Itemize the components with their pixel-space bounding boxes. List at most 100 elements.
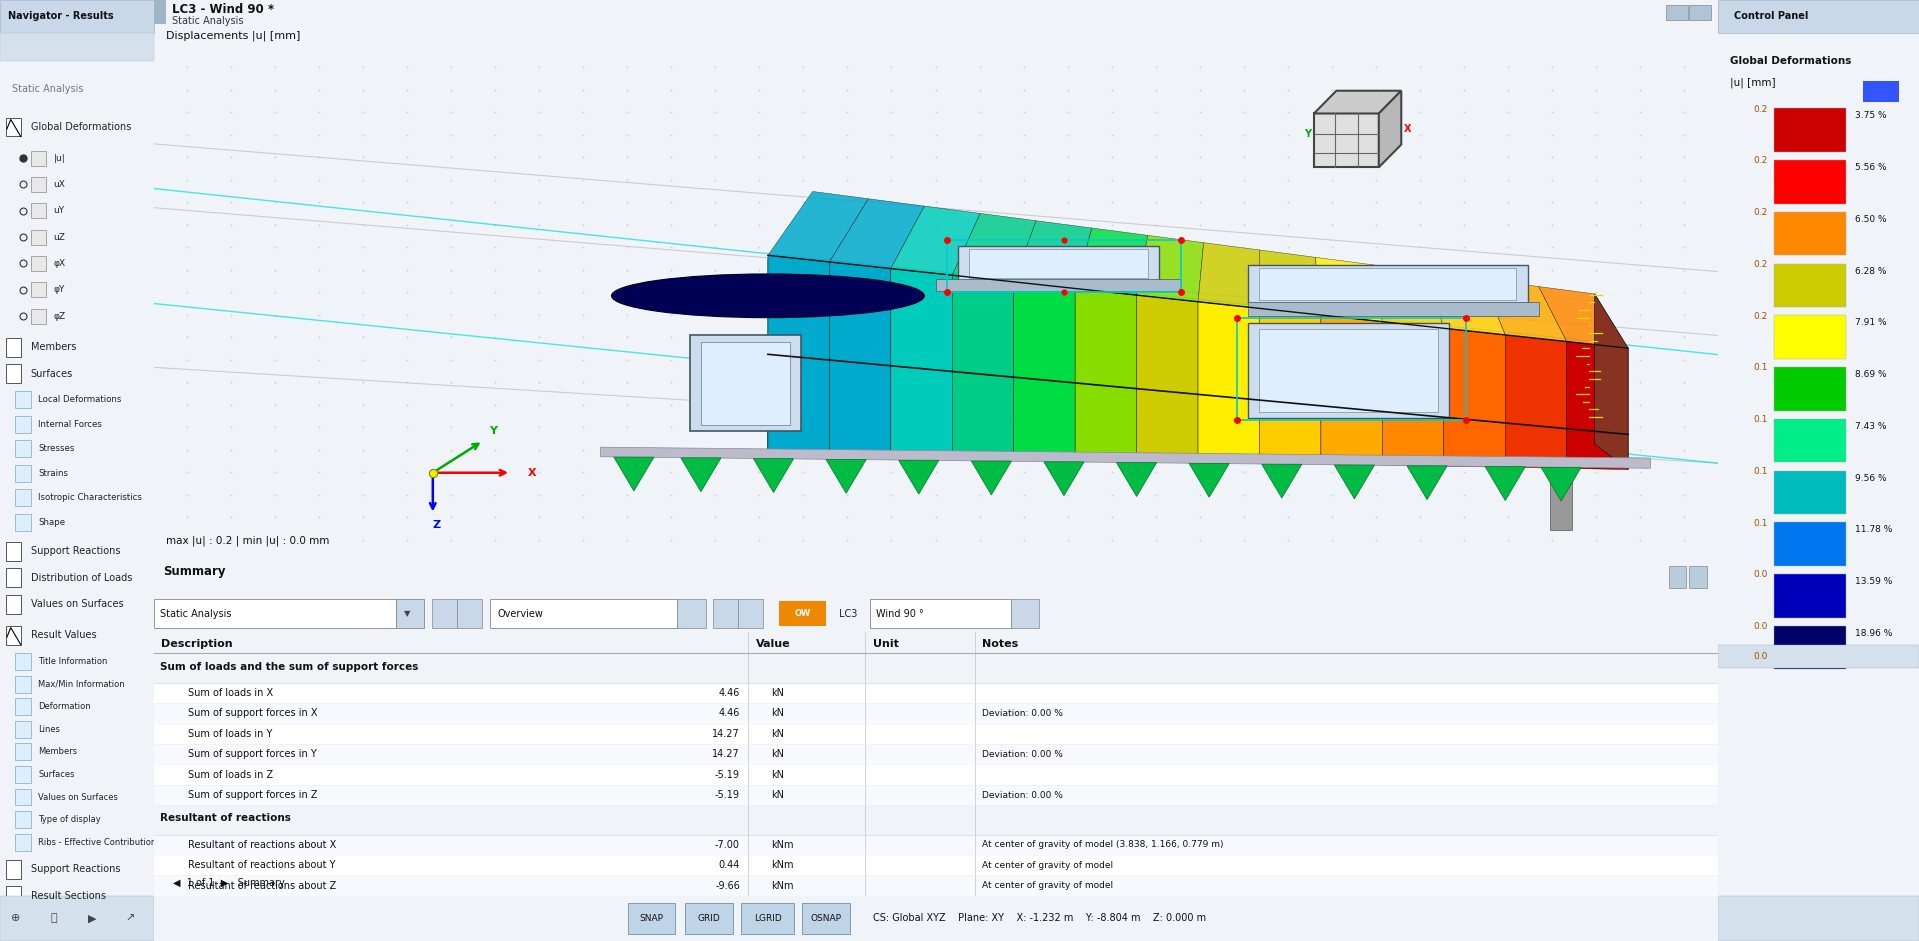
Polygon shape [1334, 465, 1374, 499]
Bar [1773, 419, 1846, 462]
Text: Values on Surfaces: Values on Surfaces [38, 792, 119, 802]
Bar [154, 632, 1718, 653]
Text: 0.1: 0.1 [1754, 467, 1767, 476]
Text: Surfaces: Surfaces [38, 770, 75, 779]
Polygon shape [904, 310, 919, 456]
Polygon shape [1595, 294, 1627, 470]
Text: -7.00: -7.00 [716, 840, 741, 850]
Text: -9.66: -9.66 [716, 881, 741, 890]
Text: CS: Global XYZ    Plane: XY    X: -1.232 m    Y: -8.804 m    Z: 0.000 m: CS: Global XYZ Plane: XY X: -1.232 m Y: … [873, 914, 1207, 923]
Polygon shape [1541, 468, 1581, 502]
Text: Summary: Summary [163, 565, 225, 578]
Polygon shape [1539, 287, 1627, 348]
Polygon shape [1428, 272, 1504, 335]
Polygon shape [971, 461, 1011, 495]
Bar [677, 599, 706, 628]
Text: Displacements |u| [mm]: Displacements |u| [mm] [167, 31, 301, 41]
Text: Control Panel: Control Panel [1733, 11, 1808, 22]
Bar [714, 599, 739, 628]
Text: kN: kN [771, 770, 785, 780]
Polygon shape [952, 275, 1013, 458]
Bar [154, 599, 395, 628]
Text: Sum of support forces in Y: Sum of support forces in Y [188, 749, 317, 759]
Text: |u| [mm]: |u| [mm] [1729, 77, 1775, 88]
Text: Global Deformations: Global Deformations [1729, 56, 1852, 66]
Bar [1315, 114, 1378, 167]
Text: Sum of loads in Y: Sum of loads in Y [188, 729, 272, 739]
Text: kN: kN [771, 729, 785, 739]
Bar [1670, 566, 1687, 587]
Text: kN: kN [771, 688, 785, 698]
Text: Unit: Unit [873, 639, 898, 649]
Bar [15, 653, 31, 670]
Bar [15, 391, 31, 408]
Text: At center of gravity of model (3.838, 1.166, 0.779 m): At center of gravity of model (3.838, 1.… [983, 840, 1224, 850]
Bar [15, 721, 31, 738]
Text: Lines: Lines [38, 725, 59, 734]
Text: 0.44: 0.44 [718, 860, 741, 870]
Text: LGRID: LGRID [754, 914, 781, 923]
Text: Navigator - Results: Navigator - Results [8, 11, 113, 22]
Text: kN: kN [771, 790, 785, 800]
Polygon shape [1566, 342, 1627, 470]
Bar [31, 256, 46, 271]
Text: Value: Value [756, 639, 791, 649]
Text: Y: Y [1305, 129, 1311, 139]
Bar [1259, 268, 1516, 300]
Text: 6.50 %: 6.50 % [1854, 215, 1886, 224]
Bar [936, 279, 1182, 291]
Text: uY: uY [54, 206, 65, 215]
Text: 18.96 %: 18.96 % [1854, 629, 1892, 638]
Polygon shape [1261, 464, 1301, 498]
Polygon shape [1013, 282, 1075, 459]
Text: 0.2: 0.2 [1754, 208, 1767, 217]
Polygon shape [1136, 295, 1197, 461]
Bar [31, 203, 46, 218]
Text: OW: OW [794, 609, 810, 618]
Bar [1773, 470, 1846, 514]
Polygon shape [1259, 309, 1320, 464]
Bar [154, 744, 1718, 764]
Bar [1718, 645, 1919, 668]
Polygon shape [1382, 322, 1443, 466]
Text: Sum of loads in X: Sum of loads in X [188, 688, 272, 698]
Bar [741, 902, 794, 934]
Polygon shape [904, 279, 919, 456]
Text: Type of display: Type of display [38, 815, 102, 824]
Text: max |u| : 0.2 | min |u| : 0.0 mm: max |u| : 0.2 | min |u| : 0.0 mm [167, 535, 330, 546]
Bar [1773, 522, 1846, 566]
Text: Global Deformations: Global Deformations [31, 122, 130, 132]
Text: 5.56 %: 5.56 % [1854, 163, 1886, 172]
Text: ◀  1 of 1  ▶   Summary: ◀ 1 of 1 ▶ Summary [173, 878, 284, 887]
Bar [15, 416, 31, 433]
Bar [969, 249, 1148, 278]
Text: kNm: kNm [771, 881, 794, 890]
Text: |u|: |u| [54, 153, 65, 163]
Text: 0.0: 0.0 [1754, 652, 1767, 662]
Polygon shape [1117, 463, 1157, 497]
Bar [154, 785, 1718, 805]
Polygon shape [829, 262, 890, 455]
Polygon shape [1372, 264, 1443, 328]
Text: 7.43 %: 7.43 % [1854, 422, 1886, 431]
Text: Ribs - Effective Contribution on Surfac...: Ribs - Effective Contribution on Surfac.… [38, 837, 207, 847]
Bar [1689, 5, 1712, 20]
Bar [1863, 81, 1900, 102]
Bar [0, 896, 154, 941]
Bar [1689, 566, 1706, 587]
Bar [15, 676, 31, 693]
Text: 8.69 %: 8.69 % [1854, 370, 1886, 379]
Text: 14.27: 14.27 [712, 749, 741, 759]
Bar [1249, 302, 1539, 316]
Polygon shape [754, 458, 794, 492]
Polygon shape [768, 191, 869, 262]
Text: LC3: LC3 [839, 609, 858, 618]
Bar [31, 177, 46, 192]
Text: uZ: uZ [54, 232, 65, 242]
Text: ▶: ▶ [88, 914, 96, 923]
Text: Isotropic Characteristics: Isotropic Characteristics [38, 493, 142, 502]
Text: 7.91 %: 7.91 % [1854, 318, 1886, 327]
Text: Deformation: Deformation [38, 702, 90, 711]
Bar [154, 0, 167, 24]
Bar [700, 342, 791, 424]
